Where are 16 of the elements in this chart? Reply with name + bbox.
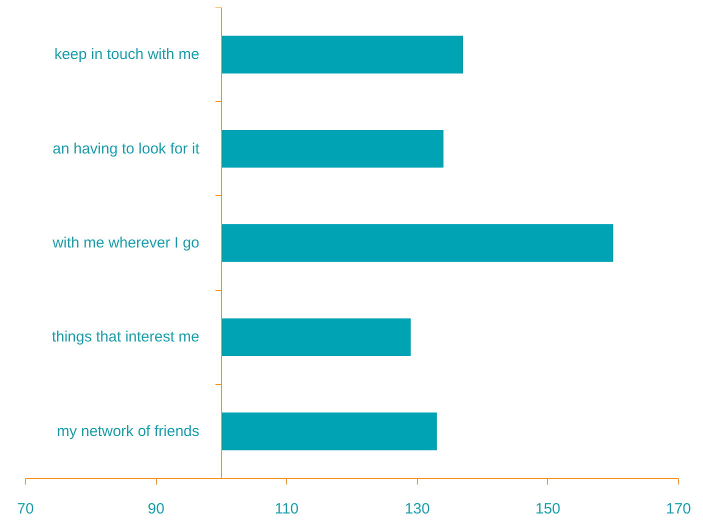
x-tick-label: 110	[274, 500, 299, 518]
bar	[221, 224, 614, 262]
y-tick-label: an having to look for it	[52, 140, 200, 158]
x-tick-label: 150	[535, 500, 560, 518]
x-tick-label: 170	[666, 500, 692, 518]
y-tick-label: things that interest me	[52, 328, 200, 346]
y-tick-label: keep in touch with me	[54, 46, 200, 64]
y-tick-label: my network of friends	[56, 422, 200, 440]
bar	[221, 36, 464, 74]
x-tick-label: 70	[17, 500, 34, 518]
x-tick-label: 90	[148, 500, 164, 518]
bar	[221, 318, 411, 356]
y-tick-label: with me wherever I go	[52, 234, 200, 252]
x-tick-label: 130	[404, 500, 430, 518]
bar	[221, 412, 437, 450]
bar	[221, 130, 444, 168]
